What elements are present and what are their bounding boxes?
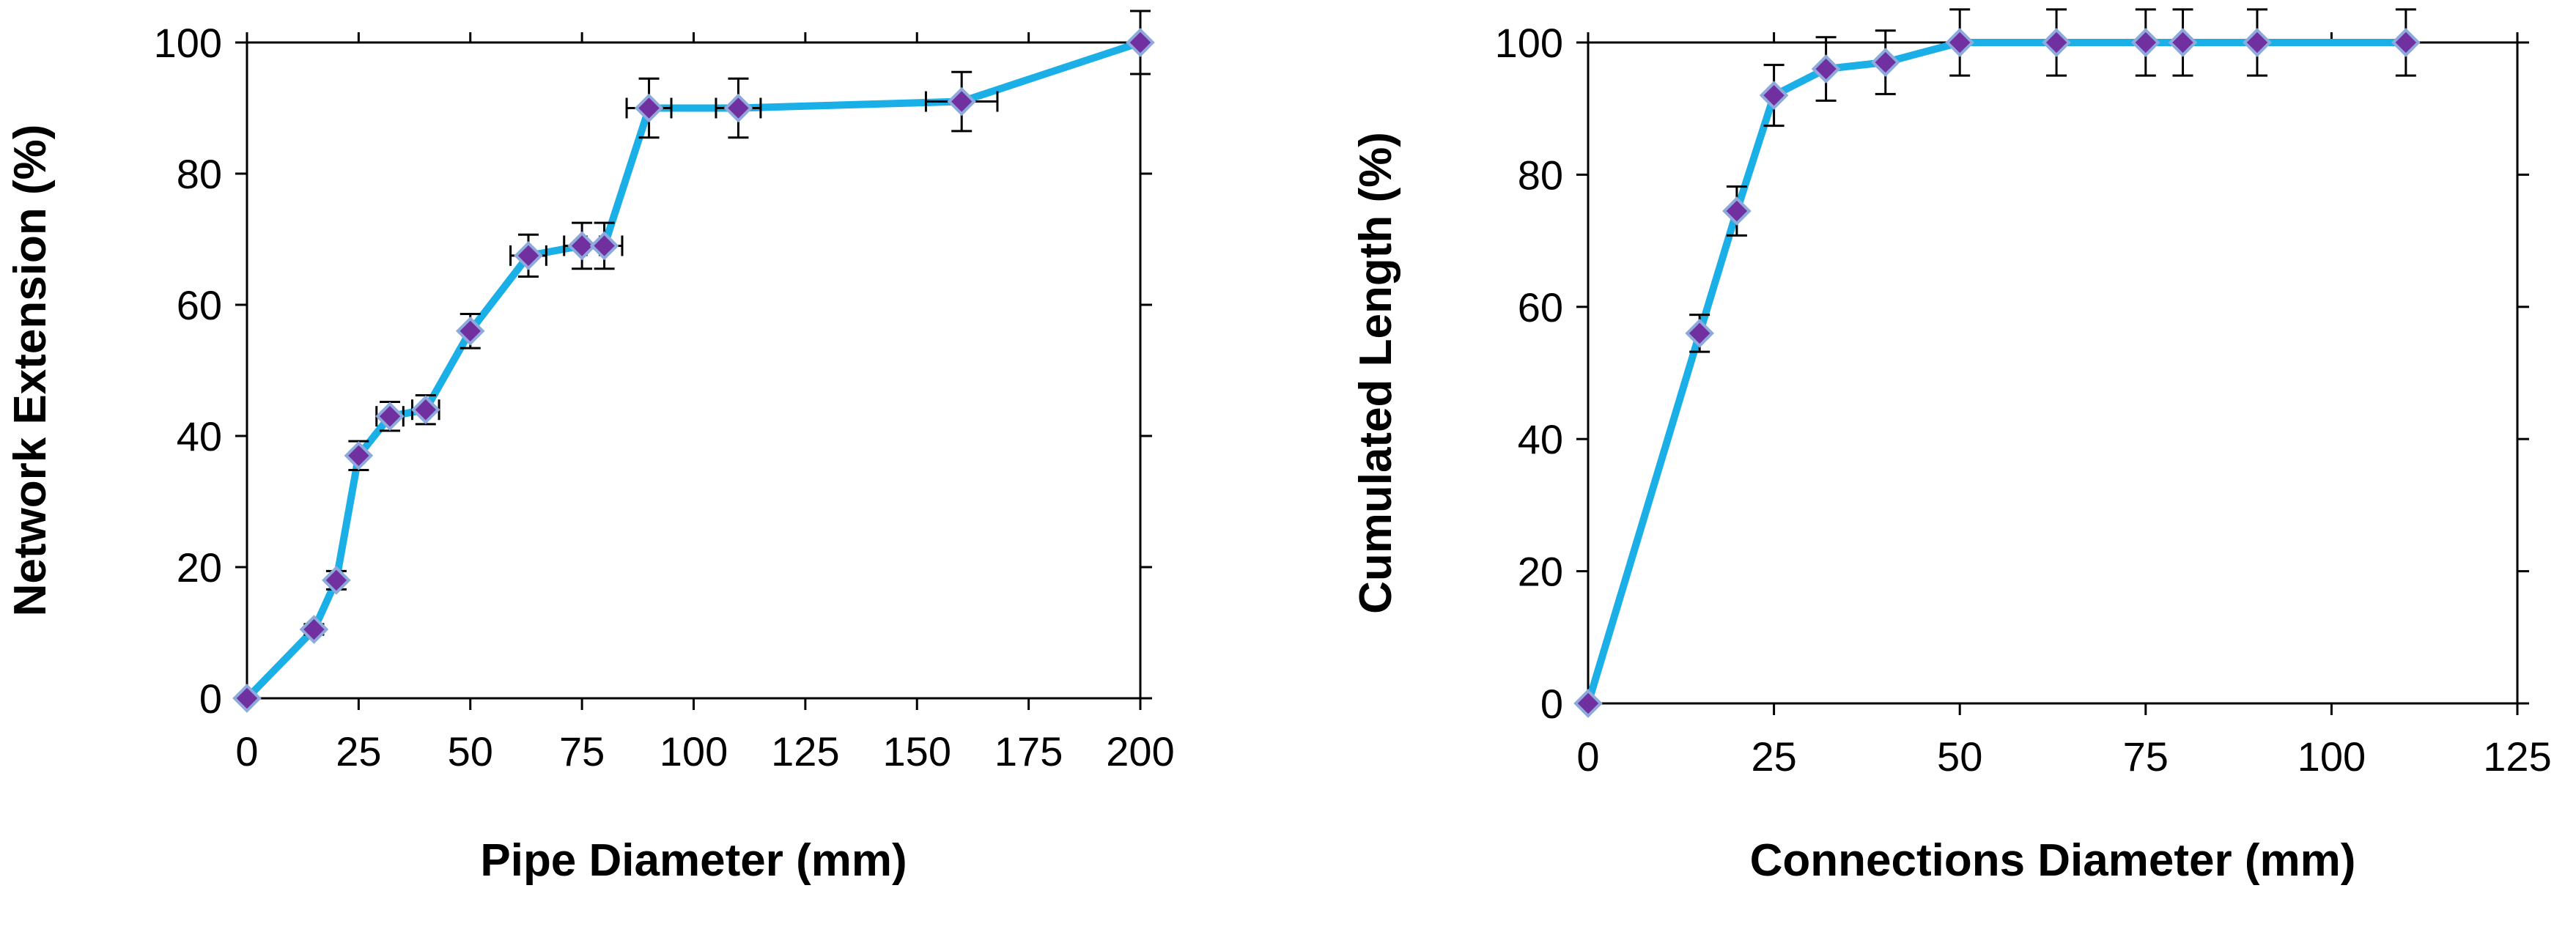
data-point-marker xyxy=(2130,28,2160,57)
data-point-marker xyxy=(634,93,664,123)
x-tick-label: 125 xyxy=(2483,733,2551,780)
data-point-marker xyxy=(2042,28,2071,57)
x-tick-label: 25 xyxy=(336,728,381,774)
x-tick-label: 200 xyxy=(1106,728,1174,774)
x-axis-title: Connections Diameter (mm) xyxy=(1750,835,2356,886)
y-tick-label: 0 xyxy=(199,676,222,722)
plot-frame xyxy=(1587,41,2519,705)
x-tick-label: 75 xyxy=(559,728,605,774)
data-point-marker xyxy=(947,86,977,116)
data-point-marker xyxy=(1759,81,1789,110)
series-line xyxy=(243,39,1144,702)
data-point-marker xyxy=(344,441,374,470)
series-line xyxy=(1584,39,2410,707)
y-tick-label: 80 xyxy=(177,151,222,197)
data-point-marker xyxy=(299,615,329,644)
chart-cumulated-length: 0 25 50 75 100 125 0 20 40 60 80 100 Connections Dia… xyxy=(1351,8,2552,886)
data-point-marker xyxy=(2243,28,2272,57)
x-tick-label: 100 xyxy=(2298,733,2366,780)
data-point-marker xyxy=(410,395,440,425)
x-tick-label: 75 xyxy=(2123,733,2169,780)
x-tick-label: 125 xyxy=(771,728,839,774)
x-tick-label: 150 xyxy=(883,728,951,774)
data-point-marker xyxy=(1573,689,1603,718)
data-point-marker xyxy=(567,231,597,261)
y-axis-title: Cumulated Length (%) xyxy=(1351,132,1401,614)
y-tick-label: 40 xyxy=(1518,416,1563,462)
y-tick-label: 100 xyxy=(1495,20,1563,66)
data-point-marker xyxy=(1811,54,1841,84)
y-tick-label: 60 xyxy=(177,282,222,328)
plot-frame xyxy=(246,41,1142,700)
x-tick-label: 0 xyxy=(235,728,258,774)
data-point-marker xyxy=(589,231,619,261)
x-axis-title: Pipe Diameter (mm) xyxy=(480,835,907,886)
y-tick-label: 40 xyxy=(177,413,222,459)
y-tick-label: 100 xyxy=(154,20,222,66)
data-point-marker xyxy=(232,684,262,713)
y-tick-label: 20 xyxy=(177,544,222,591)
y-tick-label: 20 xyxy=(1518,549,1563,595)
y-tick-label: 80 xyxy=(1518,152,1563,198)
data-point-marker xyxy=(2168,28,2198,57)
x-tick-label: 50 xyxy=(448,728,493,774)
data-point-marker xyxy=(514,241,543,270)
data-point-marker xyxy=(1126,28,1155,57)
data-point-marker xyxy=(2391,28,2421,57)
x-tick-label: 25 xyxy=(1751,733,1796,780)
data-point-marker xyxy=(1685,319,1714,348)
data-point-marker xyxy=(1722,196,1752,226)
data-point-marker xyxy=(375,402,405,431)
data-point-marker xyxy=(1870,48,1900,77)
data-point-marker xyxy=(455,316,485,346)
x-tick-label: 100 xyxy=(660,728,728,774)
data-point-marker xyxy=(322,566,351,595)
x-tick-label: 175 xyxy=(994,728,1063,774)
chart-network-extension: 0 25 50 75 100 125 150 175 200 0 20 40 60 80 100 Pipe D… xyxy=(5,10,1175,886)
x-tick-label: 50 xyxy=(1937,733,1982,780)
x-tick-label: 0 xyxy=(1576,733,1599,780)
y-axis-title: Network Extension (%) xyxy=(5,125,56,617)
data-point-marker xyxy=(723,93,753,123)
y-tick-label: 60 xyxy=(1518,284,1563,330)
y-tick-label: 0 xyxy=(1540,681,1563,727)
data-point-marker xyxy=(1945,28,1975,57)
